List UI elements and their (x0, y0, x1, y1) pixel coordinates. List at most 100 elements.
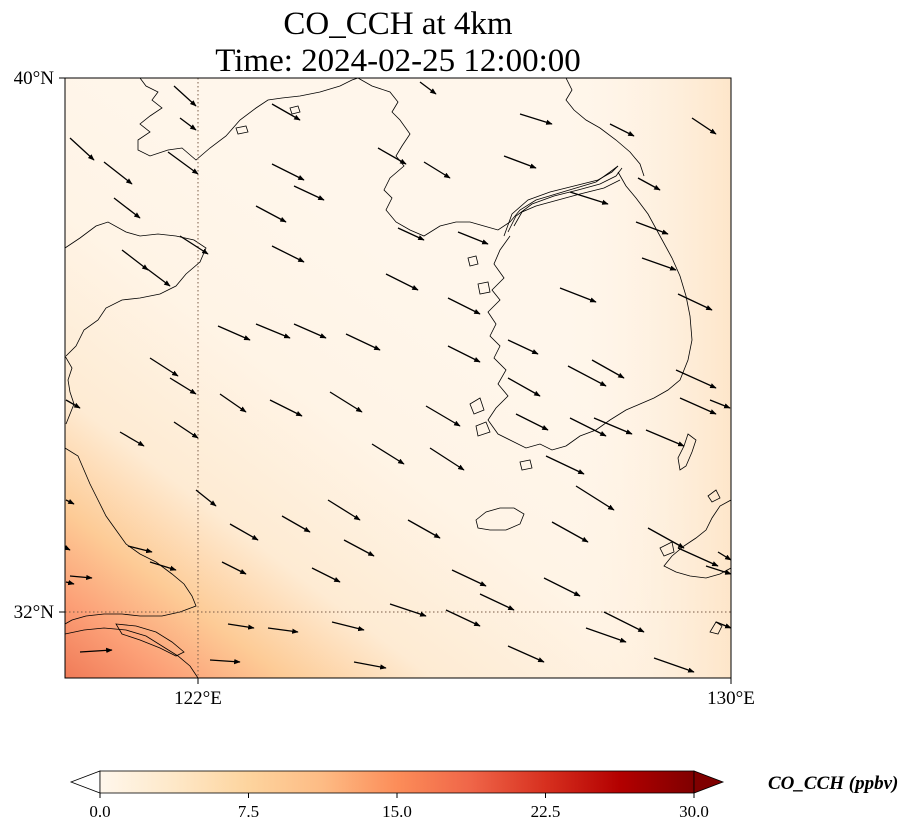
wind-vector-92 (353, 661, 387, 670)
wind-vector-51 (119, 431, 145, 447)
wind-vector-12 (103, 161, 133, 185)
wind-vector-2 (519, 113, 553, 125)
wind-vector-40 (169, 377, 197, 395)
wind-vector-29 (677, 293, 713, 311)
wind-vector-85 (585, 627, 627, 643)
wind-vector-35 (507, 339, 539, 355)
wind-vector-25 (121, 249, 149, 271)
colorbar-tick-label-1: 7.5 (238, 802, 259, 821)
japan-kyushu (663, 499, 731, 579)
wind-vector-83 (479, 593, 515, 611)
map-panel: 122°E 130°E 40°N 32°N (14, 68, 755, 709)
wind-vectors (65, 81, 731, 673)
wind-vector-21 (635, 221, 669, 235)
wind-vector-1 (419, 81, 437, 95)
wind-vector-6 (271, 103, 301, 121)
wind-vector-20 (457, 231, 489, 245)
wind-vector-50 (645, 429, 685, 447)
wind-vector-33 (293, 323, 327, 339)
wind-vector-84 (603, 611, 645, 633)
wind-vector-15 (569, 191, 609, 205)
wind-vector-73 (221, 561, 247, 575)
wind-vector-81 (389, 603, 427, 617)
wind-vector-0 (173, 85, 197, 107)
wind-vector-63 (229, 523, 259, 541)
wind-vector-22 (179, 235, 209, 255)
bohai-islands (235, 105, 301, 135)
wind-vector-59 (195, 489, 217, 507)
japan-islands (659, 489, 723, 635)
colorbar-tick-label-3: 22.5 (531, 802, 561, 821)
wind-vector-57 (679, 397, 717, 415)
wind-vector-7 (179, 117, 197, 131)
wind-vector-66 (407, 519, 441, 539)
wind-vector-14 (293, 185, 325, 201)
wind-vector-30 (447, 297, 481, 315)
wind-vector-34 (345, 333, 381, 351)
wind-vector-19 (397, 227, 425, 241)
wind-vector-94 (653, 657, 695, 673)
colorbar: 0.0 7.5 15.0 22.5 30.0 CO_CCH (ppbv) (69, 770, 898, 821)
wind-vector-8 (377, 147, 407, 165)
wind-vector-9 (423, 161, 451, 179)
colorbar-tick-label-4: 30.0 (679, 802, 709, 821)
wind-vector-82 (445, 609, 481, 627)
colorbar-ticks: 0.0 7.5 15.0 22.5 30.0 (89, 793, 709, 821)
wind-vector-38 (591, 359, 625, 379)
wind-vector-46 (567, 365, 607, 387)
wind-vector-78 (705, 565, 731, 575)
gridlines (65, 78, 731, 678)
wind-vector-67 (551, 521, 589, 543)
wind-vector-32 (255, 323, 291, 339)
wind-vector-74 (311, 567, 341, 583)
wind-vector-47 (425, 405, 461, 427)
colorbar-tick-label-0: 0.0 (89, 802, 110, 821)
wind-vector-44 (329, 391, 363, 413)
wind-vector-56 (593, 417, 633, 435)
tsushima-island (677, 433, 697, 471)
wind-vector-52 (173, 421, 199, 439)
wind-vector-60 (327, 499, 361, 521)
wind-vector-4 (691, 117, 717, 135)
wind-vector-48 (515, 413, 549, 431)
wind-vector-36 (149, 357, 179, 377)
korea-west-islands (467, 255, 533, 471)
wind-vector-62 (65, 499, 75, 505)
wind-vector-5 (69, 137, 95, 161)
coastline-yangtze (65, 627, 199, 678)
wind-vector-23 (271, 245, 305, 263)
wind-vector-65 (343, 539, 375, 557)
wind-vector-64 (281, 515, 311, 533)
wind-vector-41 (65, 399, 81, 409)
wind-vector-87 (267, 627, 299, 634)
wind-vector-53 (371, 443, 405, 465)
wind-vector-31 (217, 325, 251, 341)
wind-vector-69 (717, 551, 731, 561)
wind-vector-80 (65, 580, 75, 586)
wind-vector-17 (113, 197, 141, 219)
concentration-field-east (65, 78, 731, 678)
colorbar-tick-label-2: 15.0 (382, 802, 412, 821)
wind-vector-3 (609, 123, 635, 137)
wind-vector-75 (451, 569, 487, 587)
coastline-korea-west (487, 235, 567, 451)
colorbar-extend-min (69, 770, 101, 794)
wind-vector-58 (709, 399, 731, 409)
wind-vector-68 (647, 527, 685, 549)
wind-vector-72 (149, 561, 177, 571)
wind-vector-39 (675, 369, 717, 389)
wind-vector-79 (69, 574, 93, 581)
coastline-korea-north-east (565, 78, 645, 177)
coastline-china-north (137, 78, 359, 161)
lon-tick-label-122: 122°E (174, 688, 222, 709)
wind-vector-77 (677, 547, 719, 567)
wind-vector-71 (127, 545, 153, 554)
wind-vector-28 (559, 287, 597, 303)
wind-vector-24 (641, 257, 677, 271)
wind-vector-54 (429, 447, 465, 471)
coastline-korea-south (565, 171, 693, 447)
wind-vector-93 (507, 645, 545, 663)
wind-vector-89 (715, 621, 731, 629)
axis-ticks (59, 77, 732, 684)
